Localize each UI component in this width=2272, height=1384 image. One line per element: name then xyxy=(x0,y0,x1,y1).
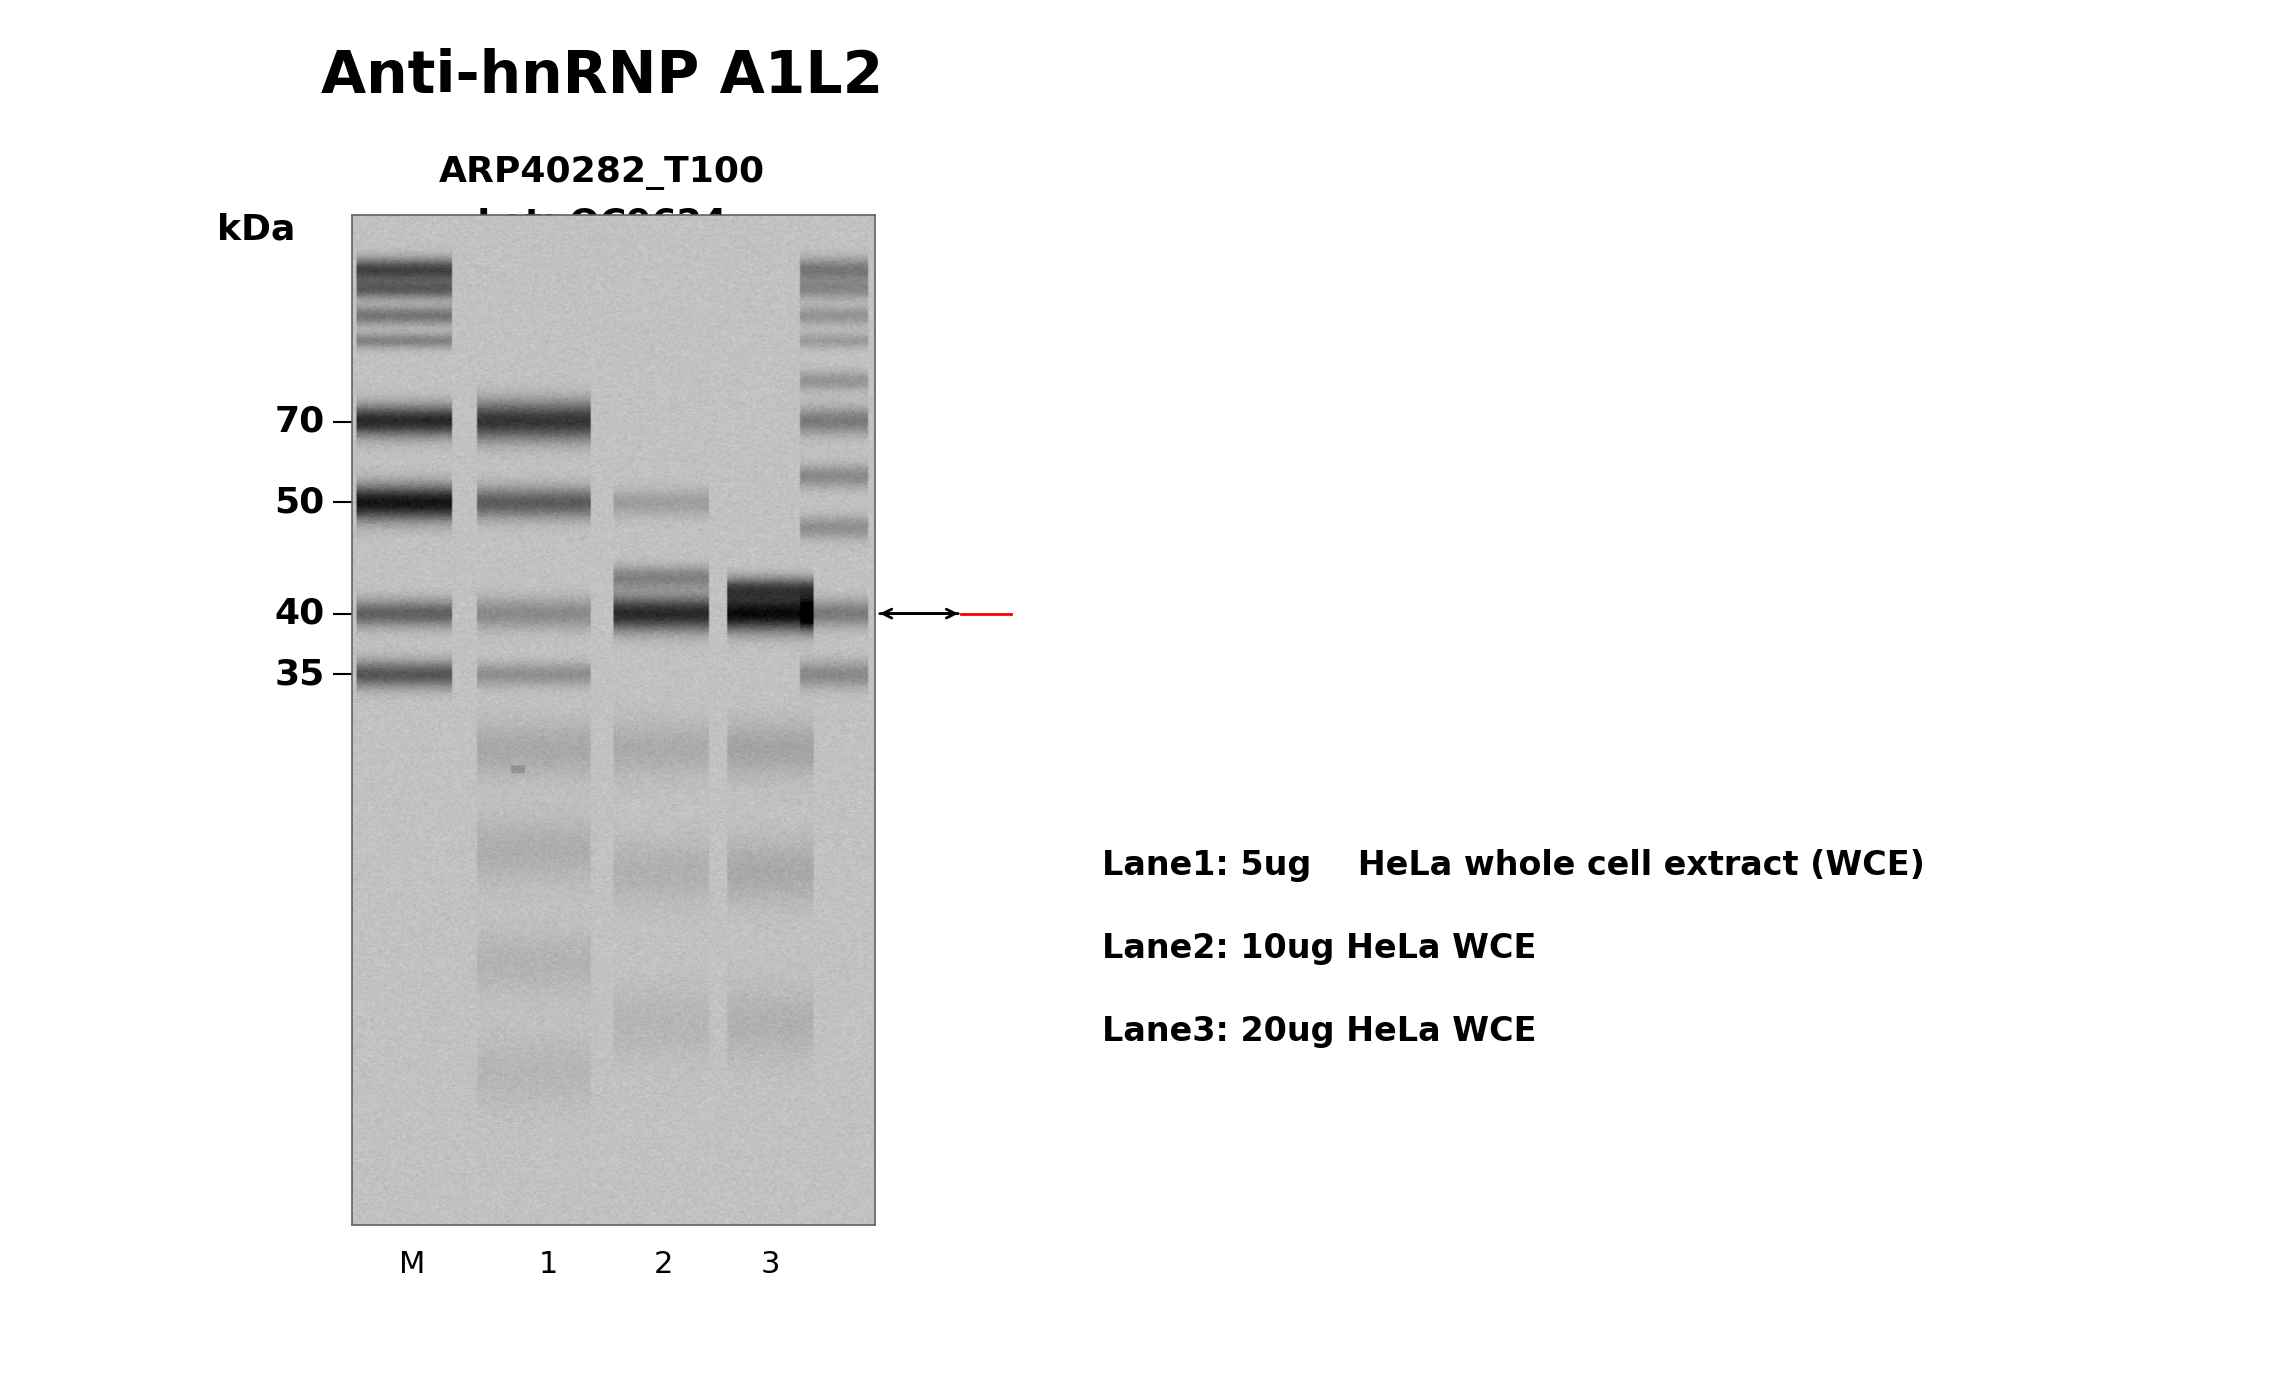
Text: Lot: QC9624: Lot: QC9624 xyxy=(477,208,727,241)
Text: 50: 50 xyxy=(275,486,325,519)
Text: 3: 3 xyxy=(761,1250,779,1279)
Text: 1: 1 xyxy=(538,1250,559,1279)
Text: 35: 35 xyxy=(275,657,325,691)
Text: Anti-hnRNP A1L2: Anti-hnRNP A1L2 xyxy=(320,47,884,105)
Text: ARP40282_T100: ARP40282_T100 xyxy=(438,156,766,190)
Text: kDa: kDa xyxy=(218,212,295,246)
Text: Lane3: 20ug HeLa WCE: Lane3: 20ug HeLa WCE xyxy=(1102,1014,1536,1048)
Text: Lane1: 5ug    HeLa whole cell extract (WCE): Lane1: 5ug HeLa whole cell extract (WCE) xyxy=(1102,848,1924,882)
Text: 2: 2 xyxy=(654,1250,673,1279)
Text: 70: 70 xyxy=(275,404,325,439)
Text: 40: 40 xyxy=(275,597,325,631)
Text: Lane2: 10ug HeLa WCE: Lane2: 10ug HeLa WCE xyxy=(1102,931,1536,965)
Text: M: M xyxy=(400,1250,425,1279)
